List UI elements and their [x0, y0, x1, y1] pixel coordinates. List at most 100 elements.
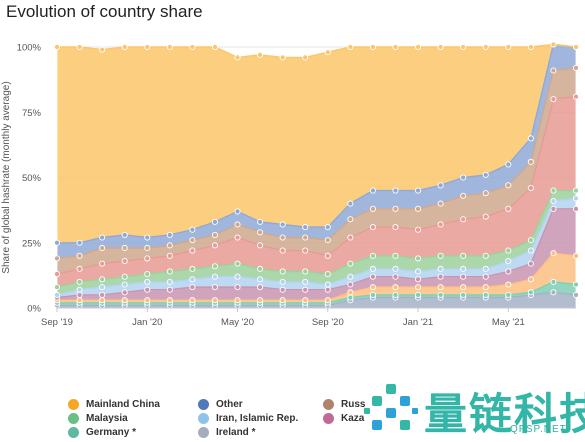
data-point [392, 284, 399, 291]
data-point [414, 291, 422, 299]
series-line-6 [56, 95, 577, 275]
legend-item[interactable]: Kaza [323, 413, 364, 424]
data-point [572, 195, 580, 202]
data-point [369, 205, 376, 212]
data-point [505, 161, 512, 168]
watermark-subtext: QFSP.NET [510, 424, 567, 435]
data-point [234, 284, 241, 291]
chart-title: Evolution of country share [6, 2, 203, 21]
data-point [211, 297, 219, 304]
data-point [324, 286, 331, 293]
y-tick-label: 0% [27, 304, 41, 315]
data-point [234, 54, 241, 61]
data-point [279, 54, 286, 61]
data-point [505, 291, 512, 299]
data-point [437, 221, 444, 228]
data-point [302, 247, 309, 254]
data-point [279, 221, 286, 228]
data-point [482, 252, 489, 259]
data-point [347, 200, 354, 207]
data-point [414, 226, 422, 233]
legend-marker [68, 399, 79, 410]
data-point [550, 250, 557, 257]
data-point [99, 260, 106, 267]
data-point [392, 252, 399, 259]
data-point [257, 229, 264, 236]
watermark-text: 量链科技 [424, 390, 585, 440]
data-point [257, 218, 264, 225]
data-point [76, 297, 83, 304]
data-point [572, 93, 580, 100]
legend-item[interactable]: Iran, Islamic Rep. [198, 413, 298, 424]
y-tick-label: 25% [22, 238, 42, 249]
data-point [505, 43, 512, 51]
data-point [211, 273, 219, 280]
data-point [550, 205, 557, 212]
data-point [302, 286, 309, 293]
data-point [414, 284, 422, 291]
x-tick-label: Sep '19 [41, 317, 73, 328]
x-tick-label: May '21 [492, 317, 525, 328]
chart-legend: Mainland China Other Russ Malaysia Iran, Isl… [68, 399, 388, 438]
data-point [414, 187, 422, 194]
data-point [550, 289, 557, 296]
data-point [166, 252, 173, 259]
data-point [505, 205, 512, 212]
legend-item[interactable]: Malaysia [68, 413, 128, 424]
data-point [369, 187, 376, 194]
data-point [279, 278, 286, 285]
x-tick-label: Sep '20 [312, 317, 344, 328]
data-point [302, 234, 309, 241]
data-point [99, 244, 106, 252]
data-point [572, 43, 580, 51]
data-point [166, 268, 173, 275]
data-point [211, 284, 219, 291]
data-point [144, 43, 151, 51]
legend-item[interactable]: Russ [323, 399, 365, 410]
data-point [347, 294, 354, 301]
data-point [505, 257, 512, 265]
data-point [414, 205, 422, 212]
data-point [369, 224, 376, 231]
data-point [482, 284, 489, 291]
legend-marker [323, 413, 334, 424]
data-point [347, 216, 354, 223]
data-point [99, 297, 106, 304]
data-point [437, 200, 444, 207]
data-point [189, 276, 196, 283]
data-point [99, 276, 106, 283]
legend-label: Germany * [86, 427, 137, 438]
data-point [527, 43, 534, 51]
data-point [324, 49, 331, 56]
legend-item[interactable]: Mainland China [68, 399, 160, 410]
legend-label: Malaysia [86, 413, 128, 424]
data-point [550, 41, 557, 48]
data-point [437, 284, 444, 291]
data-point [460, 273, 467, 280]
legend-item[interactable]: Other [198, 399, 243, 410]
legend-item[interactable]: Ireland * [198, 427, 255, 438]
data-point [279, 286, 286, 293]
data-point [527, 260, 534, 267]
series-line-3 [56, 208, 576, 299]
data-point [572, 281, 580, 288]
data-point [572, 291, 580, 299]
data-point [527, 276, 534, 283]
data-point [482, 43, 489, 51]
data-point [324, 224, 331, 231]
series-line-5 [56, 189, 576, 288]
data-point [99, 234, 106, 241]
data-point [53, 255, 61, 262]
data-point [437, 182, 444, 189]
data-point [460, 192, 467, 199]
data-point [482, 265, 489, 272]
data-point [279, 268, 286, 275]
legend-item[interactable]: Germany * [68, 427, 136, 438]
data-point [76, 265, 83, 272]
data-point [460, 284, 467, 291]
data-point [505, 247, 512, 254]
data-point [302, 224, 309, 231]
data-point [166, 278, 173, 285]
data-point [257, 297, 264, 304]
series-line-0 [57, 291, 577, 307]
